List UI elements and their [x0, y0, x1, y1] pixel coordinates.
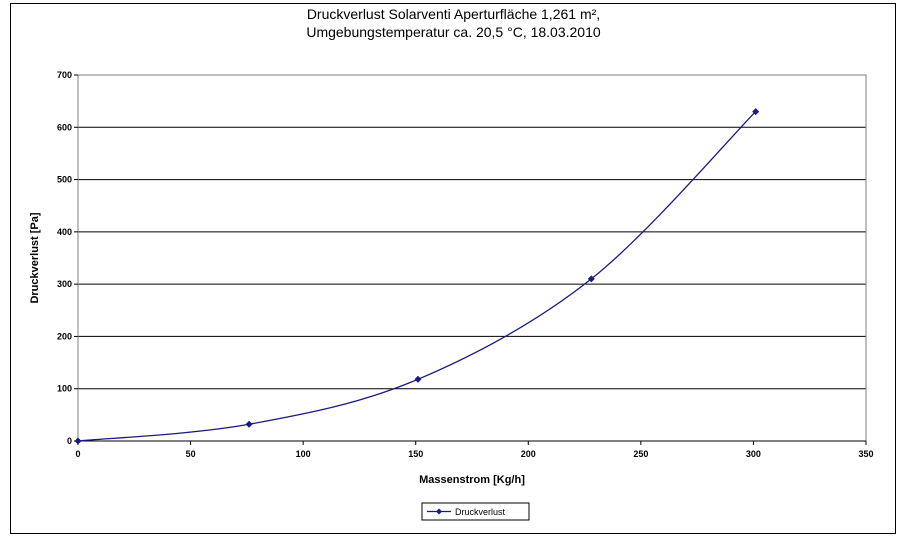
x-tick-label-300: 300	[746, 449, 761, 459]
y-tick-label-500: 500	[57, 175, 72, 185]
x-tick-label-50: 50	[186, 449, 196, 459]
y-tick-label-0: 0	[67, 436, 72, 446]
x-axis-ticks: 0 50 100 150 200 250 300 350	[75, 440, 874, 459]
legend: Druckverlust	[421, 502, 530, 521]
series-line-druckverlust	[77, 111, 757, 442]
data-point-2	[414, 375, 422, 383]
x-axis-label: Massenstrom [Kg/h]	[419, 474, 525, 486]
data-point-4	[752, 108, 760, 116]
legend-entry-druckverlust: Druckverlust	[455, 507, 506, 517]
data-point-3	[587, 275, 595, 283]
x-tick-label-350: 350	[858, 449, 873, 459]
x-tick-label-150: 150	[408, 449, 423, 459]
y-tick-label-300: 300	[57, 279, 72, 289]
data-point-0	[74, 437, 82, 445]
y-tick-label-400: 400	[57, 227, 72, 237]
series-points	[74, 108, 760, 445]
plot-area	[77, 74, 867, 442]
grid-lines	[78, 126, 866, 390]
data-point-1	[245, 420, 253, 428]
y-tick-label-200: 200	[57, 331, 72, 341]
y-tick-label-600: 600	[57, 122, 72, 132]
chart-title: Druckverlust Solarventi Aperturfläche 1,…	[306, 6, 601, 22]
y-axis-label: Druckverlust [Pa]	[29, 212, 41, 303]
legend-box	[421, 502, 530, 521]
x-tick-label-250: 250	[633, 449, 648, 459]
x-tick-label-100: 100	[296, 449, 311, 459]
x-tick-label-0: 0	[75, 449, 80, 459]
y-tick-label-100: 100	[57, 384, 72, 394]
x-tick-label-200: 200	[521, 449, 536, 459]
chart-frame	[10, 3, 896, 534]
chart-subtitle: Umgebungstemperatur ca. 20,5 °C, 18.03.2…	[306, 24, 601, 40]
y-tick-label-700: 700	[57, 70, 72, 80]
y-axis-ticks: 0 100 200 300 400 500 600 700	[57, 70, 78, 446]
legend-marker	[436, 508, 442, 515]
